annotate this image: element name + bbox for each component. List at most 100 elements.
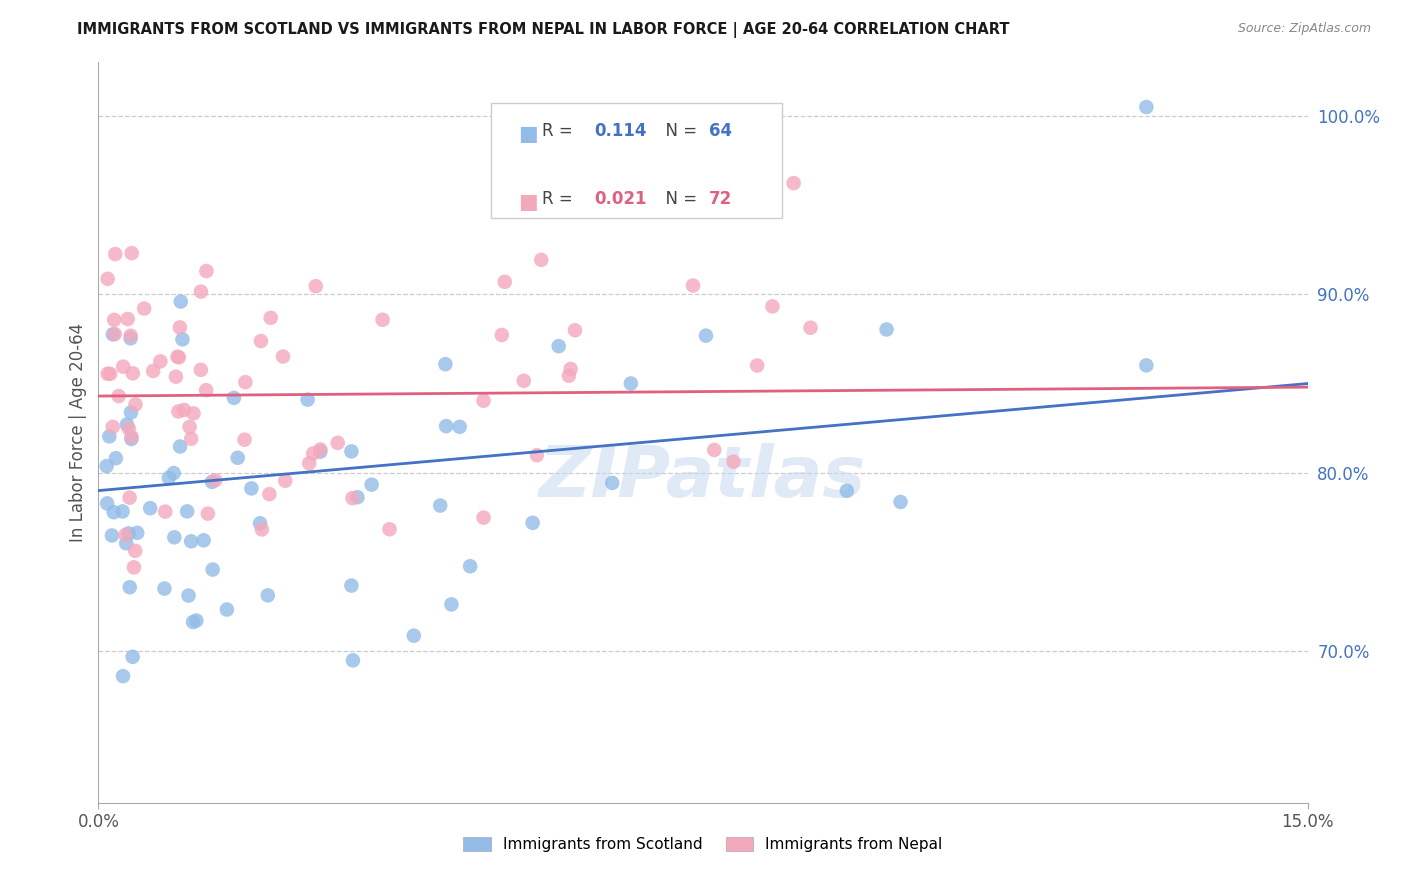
Point [190,285,212,299]
Point [103,313,125,327]
Point [177,589,200,603]
Point [167,351,190,365]
Point [101,420,124,434]
Point [250,522,273,536]
Point [103,505,125,519]
Legend: Immigrants from Scotland, Immigrants from Nepal: Immigrants from Scotland, Immigrants fro… [457,830,949,858]
Point [233,433,256,447]
Point [305,279,328,293]
Point [179,420,201,434]
Point [889,495,911,509]
Point [118,580,141,594]
Point [120,432,142,446]
Point [122,560,145,574]
Point [340,578,363,592]
Point [127,525,149,540]
Point [458,559,481,574]
Point [149,354,172,368]
Text: ■: ■ [517,124,537,144]
Point [104,327,127,342]
Point [98,429,121,443]
Point [107,389,129,403]
Point [134,301,156,316]
Point [117,312,139,326]
Point [169,440,191,454]
Point [309,442,332,457]
Point [260,310,283,325]
Point [526,448,548,462]
Text: ZIPatlas: ZIPatlas [540,442,866,511]
Point [173,403,195,417]
Point [513,374,536,388]
Point [180,432,202,446]
Point [761,299,783,313]
Text: 64: 64 [709,121,733,140]
Point [723,455,745,469]
Point [440,598,463,612]
Point [226,450,249,465]
Point [118,421,141,435]
Point [163,466,186,480]
Point [472,510,495,524]
Point [876,322,898,336]
Point [186,614,208,628]
Point [799,320,821,334]
Point [172,332,194,346]
Point [703,442,725,457]
Point [449,420,471,434]
Point [215,602,238,616]
Point [1135,359,1157,373]
Point [402,629,425,643]
Point [378,522,401,536]
Point [181,615,204,629]
Point [114,528,136,542]
Point [360,477,382,491]
Point [371,312,394,326]
Point [682,278,704,293]
Point [121,367,143,381]
Point [747,359,769,373]
Point [121,246,143,260]
Point [434,357,457,371]
Point [98,367,121,381]
Point [165,369,187,384]
Point [472,393,495,408]
Point [1135,100,1157,114]
Point [120,405,142,419]
Point [340,444,363,458]
Point [240,482,263,496]
Y-axis label: In Labor Force | Age 20-64: In Labor Force | Age 20-64 [69,323,87,542]
Point [560,362,582,376]
Point [274,474,297,488]
Point [491,328,513,343]
Point [183,406,205,420]
Point [195,264,218,278]
Point [547,339,569,353]
Point [170,294,193,309]
Point [522,516,544,530]
Point [564,323,586,337]
Point [256,588,278,602]
Text: R =: R = [543,190,578,208]
Point [121,430,143,444]
Point [120,328,142,343]
Point [96,459,118,474]
Point [429,499,451,513]
Point [101,327,124,342]
Point [201,563,224,577]
Point [166,350,188,364]
Point [97,272,120,286]
Point [271,350,294,364]
Point [250,334,273,348]
Point [167,404,190,418]
Point [530,252,553,267]
Point [346,490,368,504]
Text: ■: ■ [517,192,537,212]
Point [104,247,127,261]
Point [121,649,143,664]
FancyBboxPatch shape [492,103,782,218]
Point [695,328,717,343]
Text: N =: N = [655,190,702,208]
Point [97,367,120,381]
Point [782,176,804,190]
